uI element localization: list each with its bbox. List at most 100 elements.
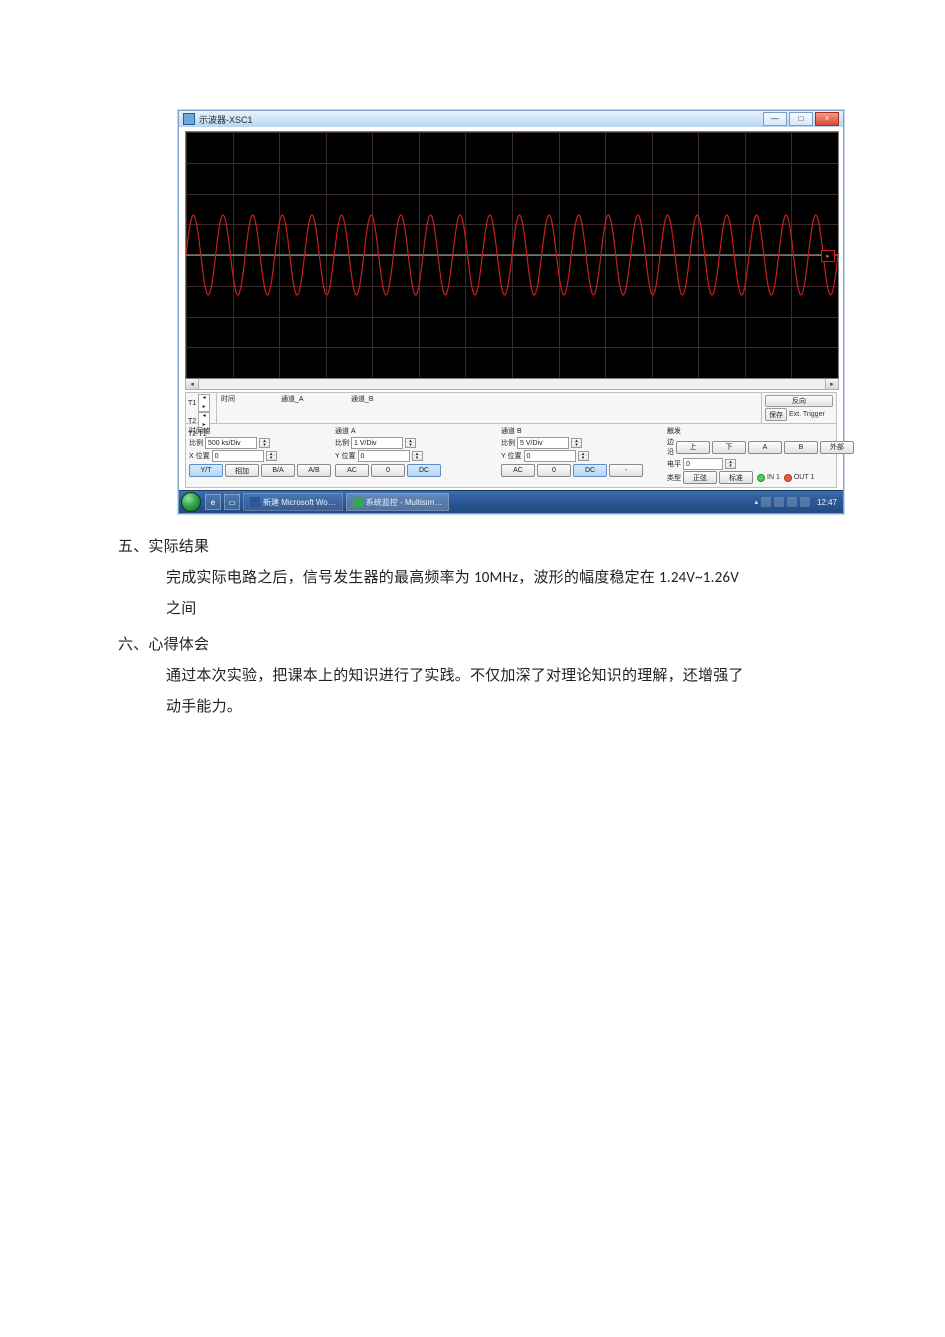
led-in-label: IN 1 (767, 474, 780, 481)
chb-scale-label: 比例 (501, 438, 515, 448)
start-button[interactable] (181, 492, 201, 512)
tray-volume-icon[interactable] (800, 497, 810, 507)
led-out-label: OUT 1 (794, 474, 815, 481)
tray-icon-2[interactable] (774, 497, 784, 507)
trigger-level-field[interactable]: 0 (683, 458, 723, 470)
sec5-text-b: ，波形的幅度稳定在 (518, 570, 659, 586)
scope-svg (186, 132, 838, 378)
word-icon (250, 497, 260, 507)
minimize-button[interactable]: — (763, 112, 787, 126)
trigger-section: 触发 边沿 上 下 A B 外部 电平 0 ▴▾ (667, 426, 847, 484)
timebase-ab-button[interactable]: A/B (297, 464, 331, 477)
chb-ypos-field[interactable]: 0 (524, 450, 576, 462)
scroll-left-button[interactable]: ◂ (186, 379, 199, 389)
window-titlebar: 示波器-XSC1 — □ × (179, 111, 843, 127)
ext-trigger-label: Ext. Trigger (789, 411, 825, 418)
trigger-title: 触发 (667, 426, 847, 436)
section-6-line1: 通过本次实验，把课本上的知识进行了实践。不仅加深了对理论知识的理解，还增强了 (118, 661, 827, 692)
tray-chevron-icon[interactable]: ▴ (754, 498, 758, 506)
sec5-freq: 10MHz (474, 569, 518, 587)
timebase-scale-label: 比例 (189, 438, 203, 448)
taskbar-clock[interactable]: 12:47 (817, 498, 837, 507)
chb-ac-button[interactable]: AC (501, 464, 535, 477)
section-5-line2: 之间 (118, 594, 827, 625)
page: 示波器-XSC1 — □ × ▸ (0, 0, 945, 1337)
chb--button[interactable]: - (609, 464, 643, 477)
cha-ac-button[interactable]: AC (335, 464, 369, 477)
maximize-button[interactable]: □ (789, 112, 813, 126)
t2-label: T2 (188, 417, 196, 426)
cha-ypos-label: Y 位置 (335, 451, 356, 461)
task-multisim-label: 系统监控 - Multisim… (366, 497, 442, 508)
cursor-readout-panel: T1 ◂▸ T2 ◂▸ T2-T1 时间 通道_A 通道_B 反向 保存 (185, 392, 837, 424)
timebase-ba-button[interactable]: B/A (261, 464, 295, 477)
cha-scale-stepper[interactable]: ▴▾ (405, 438, 416, 448)
cha-ypos-stepper[interactable]: ▴▾ (412, 451, 423, 461)
chb-0-button[interactable]: 0 (537, 464, 571, 477)
cha-dc-button[interactable]: DC (407, 464, 441, 477)
sec5-range: 1.24V~1.26V (659, 569, 739, 587)
oscilloscope-app-icon (183, 113, 195, 125)
system-tray: ▴ 12:47 (754, 497, 841, 507)
timebase--button[interactable]: 相加 (225, 464, 259, 477)
sec5-text-a: 完成实际电路之后，信号发生器的最高频率为 (166, 570, 474, 586)
trigger-src-b-button[interactable]: B (784, 441, 818, 454)
timebase-xpos-label: X 位置 (189, 451, 210, 461)
trigger-src-a-button[interactable]: A (748, 441, 782, 454)
trigger-type-label: 类型 (667, 473, 681, 483)
timebase-xpos-stepper[interactable]: ▴▾ (266, 451, 277, 461)
chb-scale-stepper[interactable]: ▴▾ (571, 438, 582, 448)
scroll-right-button[interactable]: ▸ (825, 379, 838, 389)
multisim-icon (353, 497, 363, 507)
trigger-edge-rise-button[interactable]: 上 (676, 441, 710, 454)
save-button[interactable]: 保存 (765, 408, 787, 421)
chb-ypos-stepper[interactable]: ▴▾ (578, 451, 589, 461)
col-cha-header: 通道_A (281, 394, 351, 422)
scope-horizontal-scrollbar[interactable]: ◂ ▸ (185, 379, 839, 390)
t1-stepper[interactable]: ◂▸ (198, 394, 210, 412)
controls-panel: 时间轴 比例 500 ks/Div ▴▾ X 位置 0 ▴▾ Y/T相加B/AA… (185, 424, 837, 488)
oscilloscope-window: 示波器-XSC1 — □ × ▸ (178, 110, 844, 514)
trigger-level-stepper[interactable]: ▴▾ (725, 459, 736, 469)
tray-icon-3[interactable] (787, 497, 797, 507)
timebase-xpos-field[interactable]: 0 (212, 450, 264, 462)
trigger-type-sine-button[interactable]: 正弦 (683, 471, 717, 484)
taskbar-task-word[interactable]: 新建 Microsoft Wo… (243, 493, 343, 511)
timebase-scale-field[interactable]: 500 ks/Div (205, 437, 257, 449)
cha-title: 通道 A (335, 426, 495, 436)
col-chb-header: 通道_B (351, 394, 421, 422)
trigger-edge-label: 边沿 (667, 437, 674, 457)
cha-0-button[interactable]: 0 (371, 464, 405, 477)
section-5-heading: 五、实际结果 (118, 532, 827, 563)
scroll-track[interactable] (199, 379, 825, 389)
cha-scale-field[interactable]: 1 V/Div (351, 437, 403, 449)
led-out-icon (784, 474, 792, 482)
reverse-button[interactable]: 反向 (765, 395, 833, 407)
channel-a-section: 通道 A 比例 1 V/Div ▴▾ Y 位置 0 ▴▾ AC0DC (335, 426, 495, 484)
readout-headers: 时间 通道_A 通道_B (217, 393, 493, 423)
windows-taskbar: e ▭ 新建 Microsoft Wo… 系统监控 - Multisim… ▴ … (179, 490, 843, 513)
led-in-icon (757, 474, 765, 482)
task-word-label: 新建 Microsoft Wo… (263, 497, 336, 508)
oscilloscope-screen: ▸ (185, 131, 839, 379)
timebase-scale-stepper[interactable]: ▴▾ (259, 438, 270, 448)
trigger-src-ext-button[interactable]: 外部 (820, 441, 854, 454)
chb-ypos-label: Y 位置 (501, 451, 522, 461)
channel-b-section: 通道 B 比例 5 V/Div ▴▾ Y 位置 0 ▴▾ AC0DC- (501, 426, 661, 484)
cha-scale-label: 比例 (335, 438, 349, 448)
cha-ypos-field[interactable]: 0 (358, 450, 410, 462)
close-button[interactable]: × (815, 112, 839, 126)
explorer-icon[interactable]: ▭ (224, 494, 240, 510)
ie-icon[interactable]: e (205, 494, 221, 510)
channel-a-marker: ▸ (821, 250, 835, 262)
timebase-yt-button[interactable]: Y/T (189, 464, 223, 477)
trigger-type-normal-button[interactable]: 标准 (719, 471, 753, 484)
taskbar-task-multisim[interactable]: 系统监控 - Multisim… (346, 493, 449, 511)
chb-dc-button[interactable]: DC (573, 464, 607, 477)
trigger-edge-fall-button[interactable]: 下 (712, 441, 746, 454)
tray-icon-1[interactable] (761, 497, 771, 507)
window-title: 示波器-XSC1 (199, 113, 763, 126)
chb-scale-field[interactable]: 5 V/Div (517, 437, 569, 449)
section-6-line2: 动手能力。 (118, 692, 827, 723)
cursor-labels: T1 ◂▸ T2 ◂▸ T2-T1 (186, 393, 217, 423)
